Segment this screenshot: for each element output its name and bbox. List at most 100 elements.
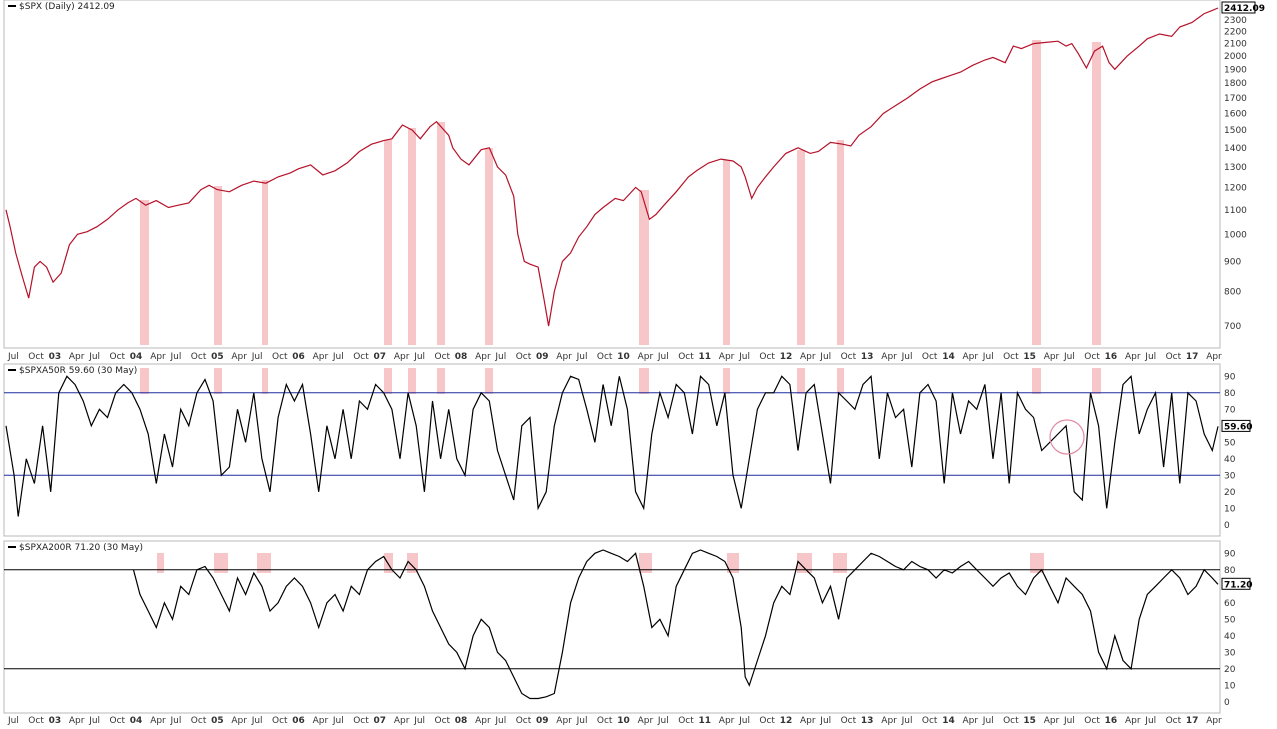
x-tick-label: Jul [738,716,750,726]
x-tick-label: Apr [150,716,166,726]
spx-highlight-band [140,200,149,345]
x-tick-label: Apr [1206,716,1222,726]
a200-last-value-badge: 71.20 [1221,577,1252,590]
x-tick-label: Jul [7,352,19,362]
x-tick-label: 11 [699,716,712,726]
x-tick-label: Apr [394,352,410,362]
x-tick-label: Jul [1063,352,1075,362]
spx-y-tick: 1000 [1224,230,1247,240]
a200-y-tick: 30 [1224,648,1236,658]
x-tick-label: Oct [759,352,775,362]
x-tick-label: Jul [332,716,344,726]
x-tick-label: 14 [942,352,955,362]
a50-y-tick-labels: 0102030405060708090 [1224,372,1236,531]
x-tick-label: Jul [819,716,831,726]
x-tick-label: Oct [28,716,44,726]
x-tick-label: 15 [1023,716,1036,726]
a200-threshold-lines [4,569,1220,670]
x-tick-label: Oct [1166,352,1182,362]
spx-y-tick-labels: 700 800 900 1000 1100 1200 1300 1400 1500 1600 170… [1224,16,1247,332]
x-tick-label: 08 [455,352,468,362]
x-axis-labels-upper: Jul Oct 03 Apr Jul Oct 04 Apr Jul Oct 05 Apr Jul Oct 0… [7,352,1222,362]
spx-highlight-bands [140,40,1101,345]
x-tick-label: 06 [292,716,305,726]
x-tick-label: 12 [780,716,793,726]
a50-highlight-band [485,368,493,394]
x-tick-label: Jul [576,352,588,362]
x-tick-label: Jul [738,352,750,362]
spx-y-tick: 1800 [1224,79,1247,89]
x-tick-label: Apr [963,352,979,362]
x-tick-label: Oct [597,716,613,726]
a50-highlight-band [408,368,416,394]
a50-breadth-line [5,374,1219,517]
x-tick-label: Jul [576,716,588,726]
a200-y-tick-labels: 0102030405060708090 [1224,549,1236,708]
a200-y-tick: 40 [1224,632,1236,642]
a50-y-tick: 80 [1224,389,1236,399]
x-tick-label: Apr [231,352,247,362]
a50-highlight-band [723,368,730,394]
a200-highlight-band [727,553,739,573]
x-tick-label: Jul [1144,716,1156,726]
x-tick-label: Oct [191,716,207,726]
x-tick-label: Oct [1084,352,1100,362]
x-tick-label: Oct [597,352,613,362]
x-tick-label: Jul [494,716,506,726]
spx-y-tick: 1100 [1224,206,1247,216]
x-tick-label: Oct [759,716,775,726]
spx-y-tick: 1300 [1224,163,1247,173]
a50-circle-annotation [1049,419,1085,455]
x-tick-label: Jul [657,716,669,726]
a200-highlight-bands [157,553,1044,573]
spx-last-value-badge: 2412.09 [1221,1,1265,14]
spx-highlight-band [723,160,730,345]
x-tick-label: 06 [292,352,305,362]
spx-y-tick: 1500 [1224,126,1247,136]
x-tick-label: Jul [657,352,669,362]
x-tick-label: Apr [1125,716,1141,726]
x-tick-label: Jul [332,352,344,362]
x-tick-label: 04 [130,716,143,726]
x-tick-label: Oct [272,352,288,362]
x-tick-label: Oct [353,716,369,726]
x-tick-label: Apr [800,352,816,362]
spx-highlight-band [639,190,649,345]
a50-highlight-band [1032,368,1041,394]
a50-panel-frame [3,363,1221,537]
x-tick-label: Jul [982,716,994,726]
x-tick-label: Oct [110,716,126,726]
spx-panel-title: $SPX (Daily) 2412.09 [8,2,115,12]
x-tick-label: 07 [374,716,387,726]
spx-y-tick: 1200 [1224,183,1247,193]
x-tick-label: 03 [49,716,62,726]
x-tick-label: 13 [861,352,874,362]
a50-highlight-band [1092,368,1101,394]
a200-title-text: $SPXA200R 71.20 (30 May) [19,543,143,553]
spx-highlight-band [485,148,493,345]
x-tick-label: Apr [638,716,654,726]
a50-y-tick: 70 [1224,405,1236,415]
x-tick-label: Oct [110,352,126,362]
x-tick-label: 07 [374,352,387,362]
x-tick-label: Jul [494,352,506,362]
a50-y-tick: 20 [1224,488,1236,498]
a50-highlight-band [437,368,445,394]
x-tick-label: 10 [617,716,630,726]
spx-title-text: $SPX (Daily) 2412.09 [19,2,115,12]
a200-y-tick: 60 [1224,599,1236,609]
x-tick-label: Oct [435,352,451,362]
x-tick-label: 04 [130,352,143,362]
x-tick-label: Apr [1206,352,1222,362]
x-tick-label: Oct [678,352,694,362]
spx-highlight-band [1032,40,1041,345]
spx-highlight-band [408,128,416,345]
x-tick-label: Jul [170,352,182,362]
x-tick-label: Jul [901,716,913,726]
a50-highlight-band [797,368,805,394]
a200-y-tick: 20 [1224,665,1236,675]
spx-y-tick: 1700 [1224,94,1247,104]
x-tick-label: Jul [251,716,263,726]
x-tick-label: Oct [1003,352,1019,362]
